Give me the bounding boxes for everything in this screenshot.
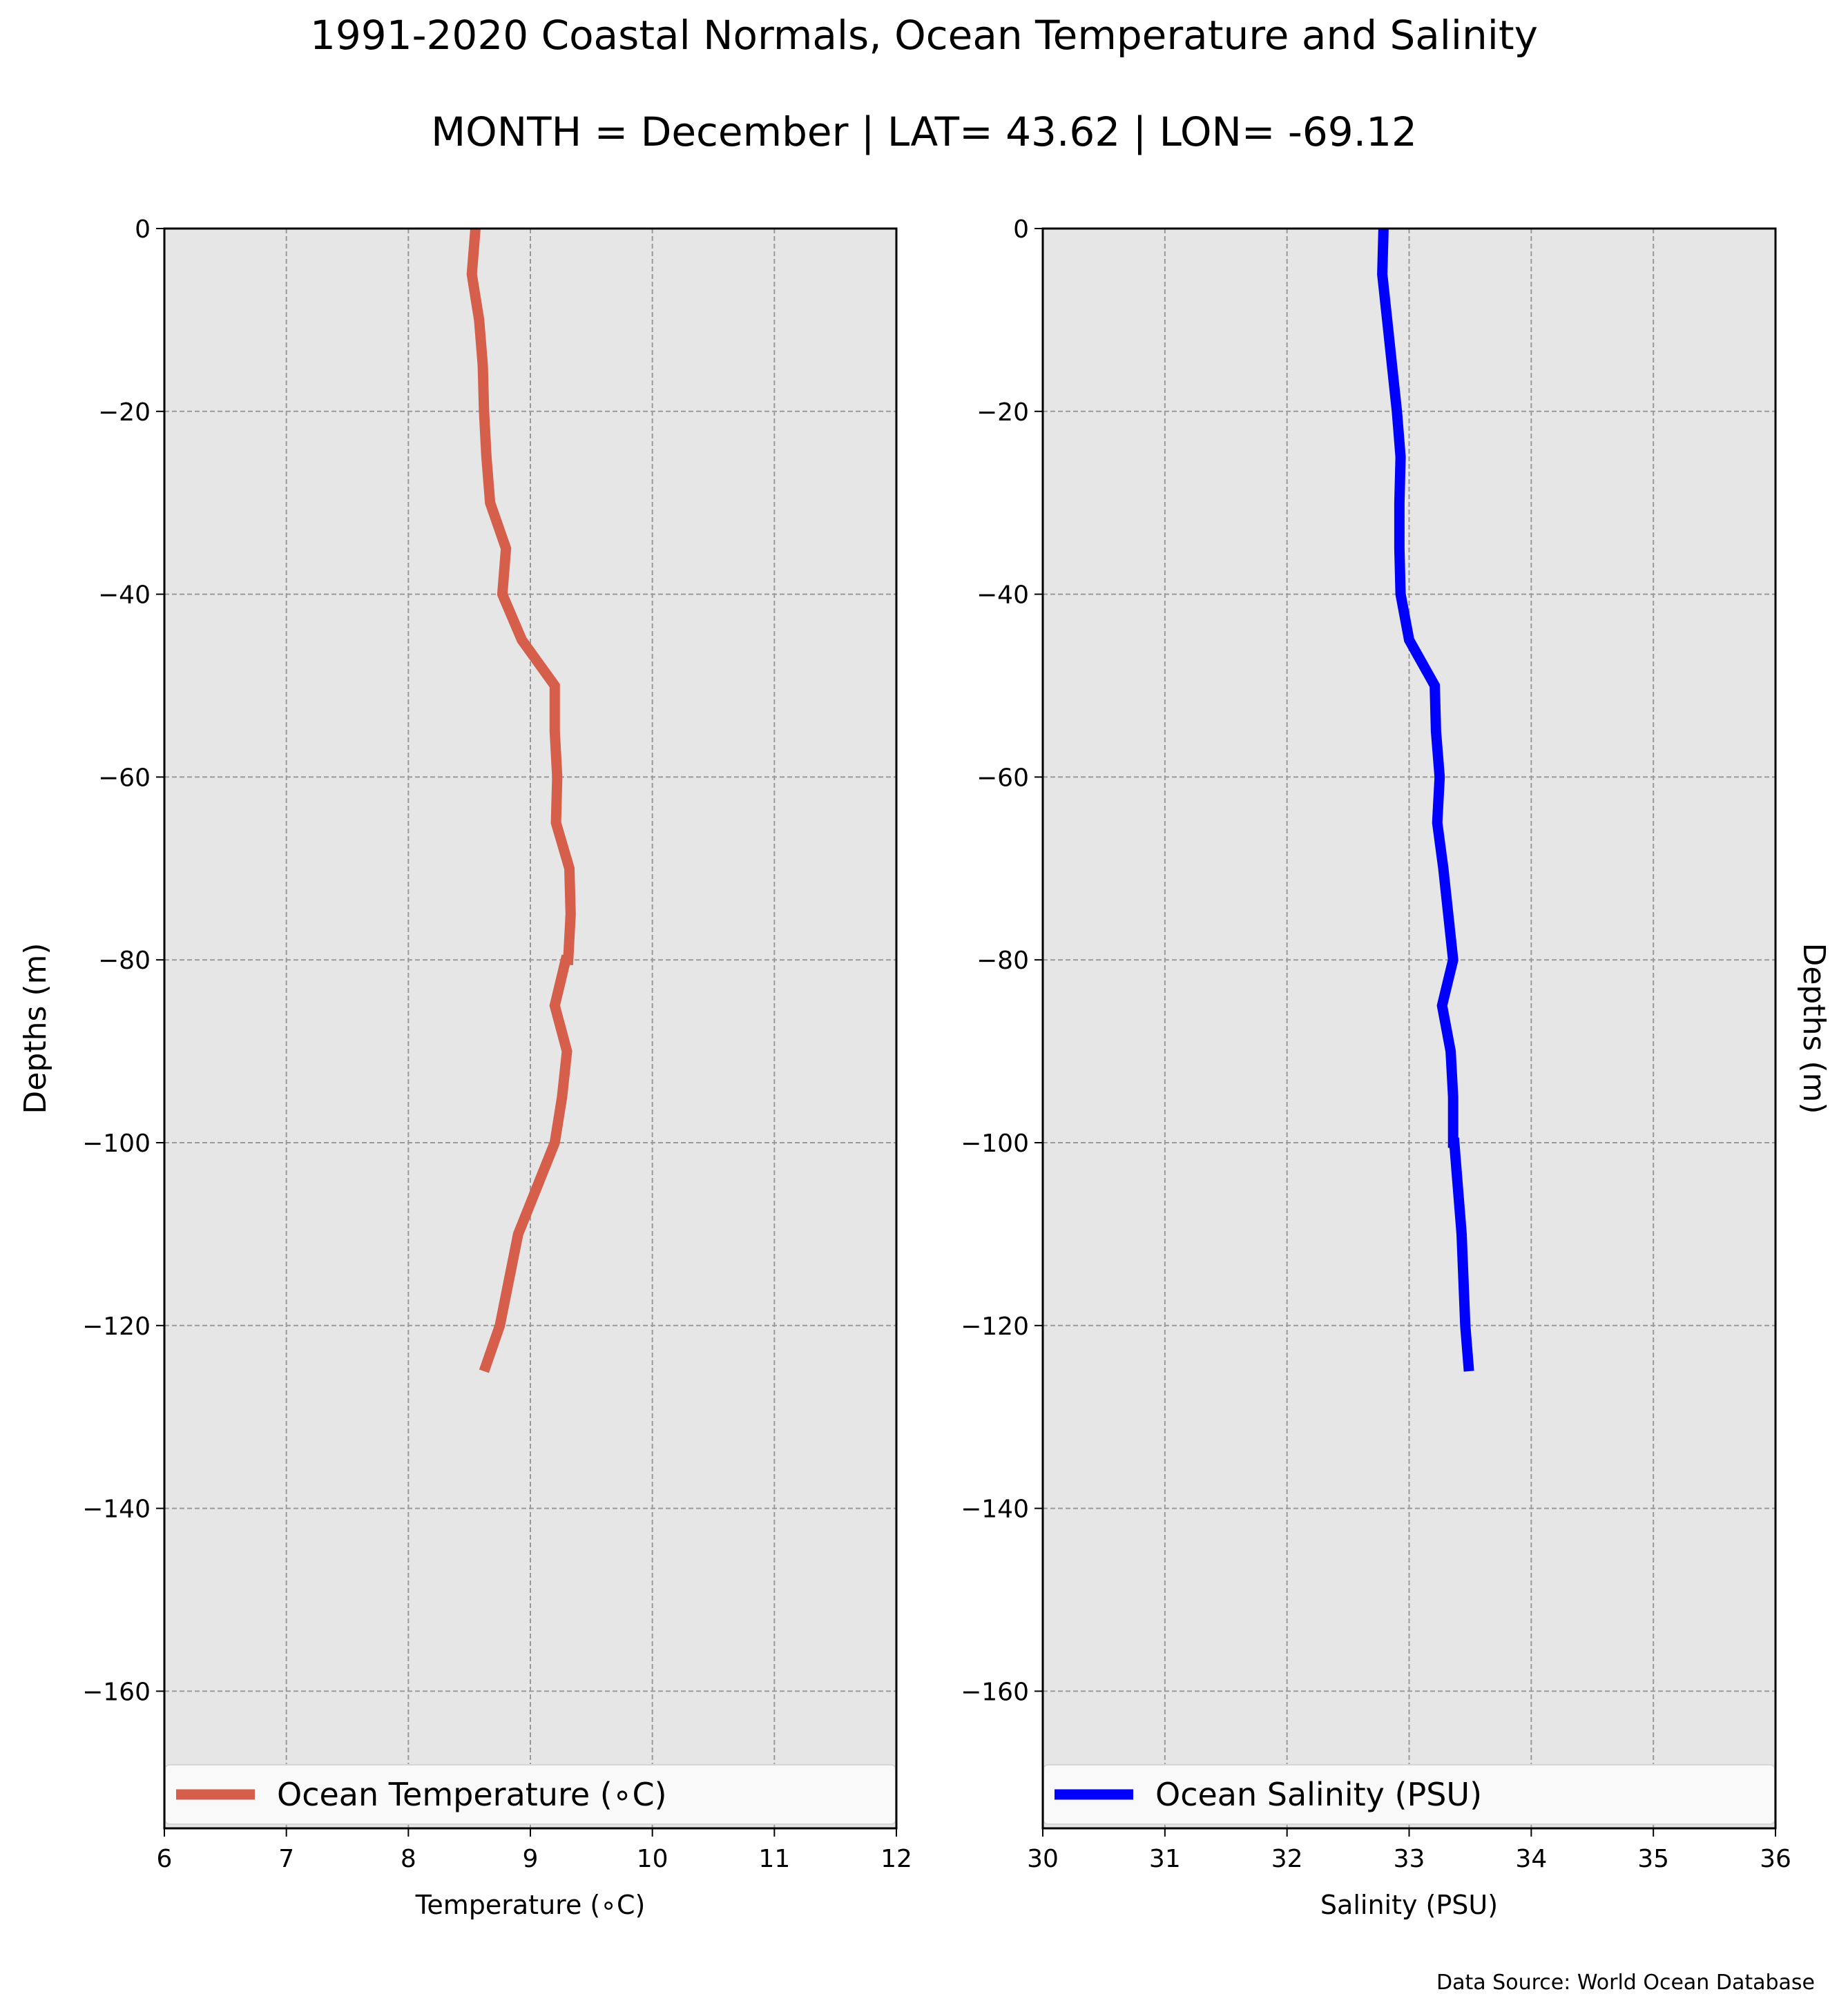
y-tick-label: −160 bbox=[961, 1678, 1029, 1706]
chart-subtitle: MONTH = December | LAT= 43.62 | LON= -69… bbox=[431, 108, 1417, 155]
x-tick-label: 33 bbox=[1394, 1845, 1425, 1873]
x-tick-label: 6 bbox=[157, 1845, 173, 1873]
x-tick-label: 11 bbox=[758, 1845, 790, 1873]
y-axis-label: Depths (m) bbox=[1796, 942, 1831, 1114]
y-tick-label: −120 bbox=[961, 1313, 1029, 1341]
y-tick-label: −20 bbox=[976, 398, 1029, 427]
x-tick-label: 31 bbox=[1149, 1845, 1181, 1873]
x-tick-label: 32 bbox=[1271, 1845, 1303, 1873]
x-tick-label: 12 bbox=[880, 1845, 912, 1873]
y-tick-label: −140 bbox=[82, 1496, 151, 1524]
x-tick-label: 34 bbox=[1515, 1845, 1547, 1873]
y-tick-label: 0 bbox=[135, 215, 151, 244]
y-tick-label: −40 bbox=[98, 581, 151, 610]
series-line-1 bbox=[466, 228, 576, 1373]
chart-title: 1991-2020 Coastal Normals, Ocean Tempera… bbox=[310, 12, 1538, 59]
y-tick-label: −80 bbox=[976, 947, 1029, 975]
x-tick-label: 7 bbox=[278, 1845, 294, 1873]
chart-panel-2: Ocean Salinity (PSU) 30 31 32 33 34 35 36 0 −20 −4… bbox=[961, 215, 1831, 1920]
y-tick-label: −120 bbox=[82, 1313, 151, 1341]
chart-legend: Ocean Salinity (PSU) bbox=[1043, 1764, 1775, 1825]
y-tick-label: −160 bbox=[82, 1678, 151, 1706]
series-line-1 bbox=[1377, 228, 1474, 1372]
x-tick-label: 9 bbox=[523, 1845, 539, 1873]
y-tick-label: −60 bbox=[976, 764, 1029, 792]
y-tick-label: −20 bbox=[98, 398, 151, 427]
chart-legend: Ocean Temperature (∘C) bbox=[164, 1764, 896, 1825]
x-axis-label: Temperature (∘C) bbox=[415, 1890, 646, 1920]
y-tick-label: −100 bbox=[82, 1130, 151, 1158]
x-tick-label: 30 bbox=[1027, 1845, 1059, 1873]
data-source-note: Data Source: World Ocean Database bbox=[1436, 1971, 1815, 1995]
legend-label: Ocean Salinity (PSU) bbox=[1155, 1776, 1482, 1813]
x-tick-label: 10 bbox=[637, 1845, 668, 1873]
x-tick-label: 35 bbox=[1637, 1845, 1669, 1873]
y-tick-label: −40 bbox=[976, 581, 1029, 610]
y-tick-label: 0 bbox=[1013, 215, 1029, 244]
chart-panel-1: Ocean Temperature (∘C) 6 7 8 9 10 11 12 0 −20 −40 −… bbox=[18, 215, 912, 1920]
x-axis-label: Salinity (PSU) bbox=[1320, 1890, 1498, 1920]
legend-label: Ocean Temperature (∘C) bbox=[277, 1776, 667, 1813]
y-tick-label: −60 bbox=[98, 764, 151, 792]
y-axis-label: Depths (m) bbox=[18, 942, 53, 1114]
x-tick-label: 36 bbox=[1760, 1845, 1791, 1873]
y-tick-label: −140 bbox=[961, 1496, 1029, 1524]
x-tick-label: 8 bbox=[401, 1845, 416, 1873]
y-tick-label: −80 bbox=[98, 947, 151, 975]
y-tick-label: −100 bbox=[961, 1130, 1029, 1158]
